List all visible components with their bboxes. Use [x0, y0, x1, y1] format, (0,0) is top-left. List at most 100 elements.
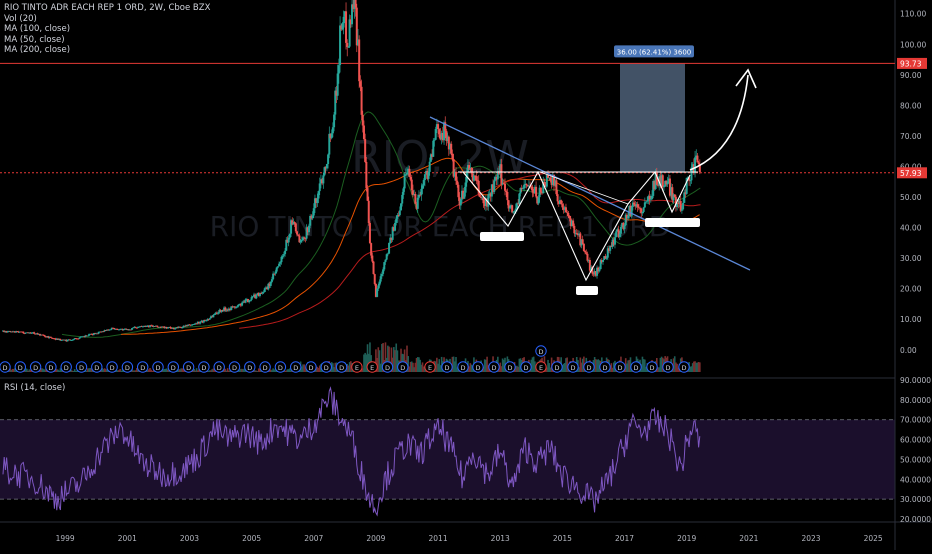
indicator-ma100[interactable]: MA (100, close)	[4, 24, 71, 35]
candle-body	[556, 194, 559, 202]
candle-body	[196, 321, 199, 324]
event-marker[interactable]	[366, 361, 378, 373]
rsi-legend[interactable]: RSI (14, close)	[4, 383, 66, 393]
event-marker[interactable]	[106, 361, 118, 373]
candle-body	[49, 336, 52, 338]
event-marker[interactable]	[320, 361, 332, 373]
volume-bar	[387, 345, 389, 372]
candle-body	[536, 196, 539, 204]
price-tick-label: 70.00	[900, 132, 922, 141]
event-marker[interactable]	[646, 361, 658, 373]
event-marker[interactable]	[599, 361, 611, 373]
volume-bar	[675, 362, 677, 372]
event-marker[interactable]	[488, 361, 500, 373]
event-marker[interactable]	[290, 361, 302, 373]
candle-body	[52, 338, 55, 339]
volume-bar	[119, 369, 121, 372]
event-marker[interactable]	[441, 361, 453, 373]
event-marker[interactable]	[520, 361, 532, 373]
volume-bar	[657, 367, 659, 372]
event-marker[interactable]	[198, 361, 210, 373]
event-marker[interactable]	[91, 361, 103, 373]
candle-body	[190, 324, 193, 326]
candle-body	[62, 339, 65, 341]
event-marker[interactable]	[630, 361, 642, 373]
event-marker[interactable]	[60, 361, 72, 373]
event-marker[interactable]	[75, 361, 88, 373]
event-marker[interactable]	[504, 361, 516, 373]
candle-body	[538, 187, 541, 198]
volume-bar	[333, 367, 335, 372]
indicator-ma50[interactable]: MA (50, close)	[4, 34, 65, 45]
candle-body	[421, 185, 424, 189]
event-marker[interactable]	[457, 361, 469, 373]
event-marker[interactable]	[14, 361, 26, 373]
indicator-vol[interactable]: Vol (20)	[4, 13, 37, 24]
volume-bar	[162, 369, 164, 372]
pattern-label-0	[480, 232, 524, 241]
event-marker[interactable]	[472, 361, 484, 373]
event-marker[interactable]	[137, 361, 149, 373]
event-marker-letter: D	[155, 364, 160, 372]
volume-bar	[566, 357, 568, 372]
candle-body	[162, 326, 165, 328]
volume-bar	[419, 359, 421, 372]
event-marker[interactable]	[121, 361, 134, 373]
volume-bar	[180, 368, 182, 372]
event-marker[interactable]	[274, 361, 287, 373]
event-marker[interactable]	[244, 361, 256, 373]
candle-body	[310, 215, 313, 219]
candle-body	[36, 333, 39, 335]
event-marker[interactable]	[397, 361, 409, 373]
candle-body	[469, 167, 472, 170]
event-marker[interactable]	[228, 361, 241, 373]
event-marker[interactable]	[381, 361, 394, 373]
event-marker[interactable]	[259, 361, 271, 373]
indicator-ma200[interactable]: MA (200, close)	[4, 45, 71, 56]
volume-bar	[210, 370, 212, 372]
event-marker[interactable]	[0, 361, 11, 373]
event-marker[interactable]	[182, 361, 195, 373]
candle-body	[612, 239, 615, 245]
volume-bar	[225, 370, 228, 372]
candle-body	[224, 307, 227, 311]
symbol-title[interactable]: RIO TINTO ADR EACH REP 1 ORD, 2W, Cboe B…	[4, 3, 211, 13]
time-tick-label: 2013	[491, 534, 510, 543]
event-marker[interactable]	[152, 361, 164, 373]
volume-bar	[12, 368, 15, 372]
event-marker[interactable]	[305, 361, 317, 373]
event-marker[interactable]	[551, 361, 563, 373]
event-marker[interactable]	[678, 361, 690, 373]
event-marker[interactable]	[535, 361, 547, 373]
event-marker[interactable]	[567, 361, 579, 373]
candle-body	[244, 299, 247, 303]
candle-body	[362, 125, 365, 139]
volume-bar	[379, 363, 382, 372]
candle-body	[352, 4, 355, 10]
candle-body	[309, 215, 312, 226]
candle-body	[98, 331, 101, 333]
volume-bar	[332, 363, 334, 372]
event-marker[interactable]	[614, 361, 626, 373]
candle-body	[315, 198, 318, 203]
candle-body	[21, 331, 24, 333]
candle-body	[645, 201, 648, 203]
volume-bar	[382, 343, 384, 372]
event-marker[interactable]	[662, 361, 674, 373]
event-marker[interactable]	[424, 361, 436, 373]
candle-body	[486, 198, 489, 207]
event-marker[interactable]	[45, 361, 57, 373]
event-marker[interactable]	[351, 361, 363, 373]
candle-body	[359, 81, 362, 87]
candle-body	[268, 283, 271, 286]
chart-legend: RIO TINTO ADR EACH REP 1 ORD, 2W, Cboe B…	[4, 3, 210, 56]
candle-body	[484, 198, 487, 206]
candle-body	[525, 183, 528, 186]
event-marker[interactable]	[583, 361, 595, 373]
event-marker[interactable]	[213, 361, 225, 373]
candle-body	[51, 337, 54, 339]
event-marker[interactable]	[167, 361, 180, 373]
event-marker[interactable]	[29, 361, 42, 373]
event-marker[interactable]	[335, 361, 348, 373]
